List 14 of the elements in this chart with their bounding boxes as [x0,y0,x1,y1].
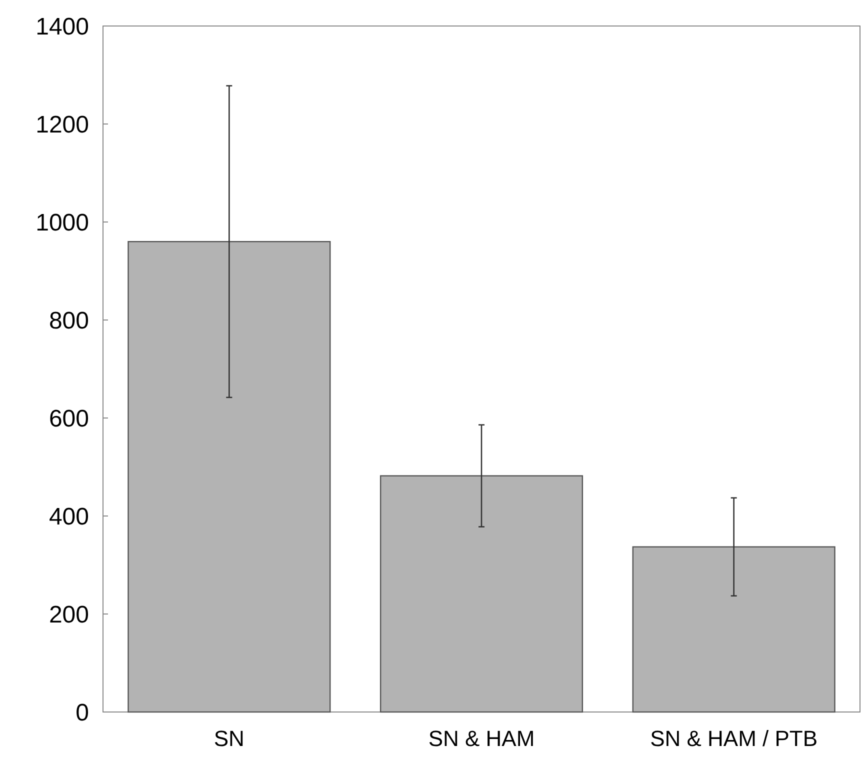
y-tick-label: 600 [48,405,89,432]
bar [632,546,836,713]
y-tick-label: 1200 [36,111,89,138]
y-tick-label: 200 [48,601,89,628]
y-tick-label: 0 [76,699,89,726]
y-tick-label: 400 [48,503,89,530]
y-tick-label: 1000 [36,209,89,236]
y-tick-label: 1400 [36,13,89,40]
x-tick-label: SN & HAM [428,726,535,751]
x-tick-label: SN [214,726,244,751]
bar [128,241,331,713]
bar [380,475,584,713]
y-tick-label: 800 [48,307,89,334]
x-tick-label: SN & HAM / PTB [650,726,818,751]
